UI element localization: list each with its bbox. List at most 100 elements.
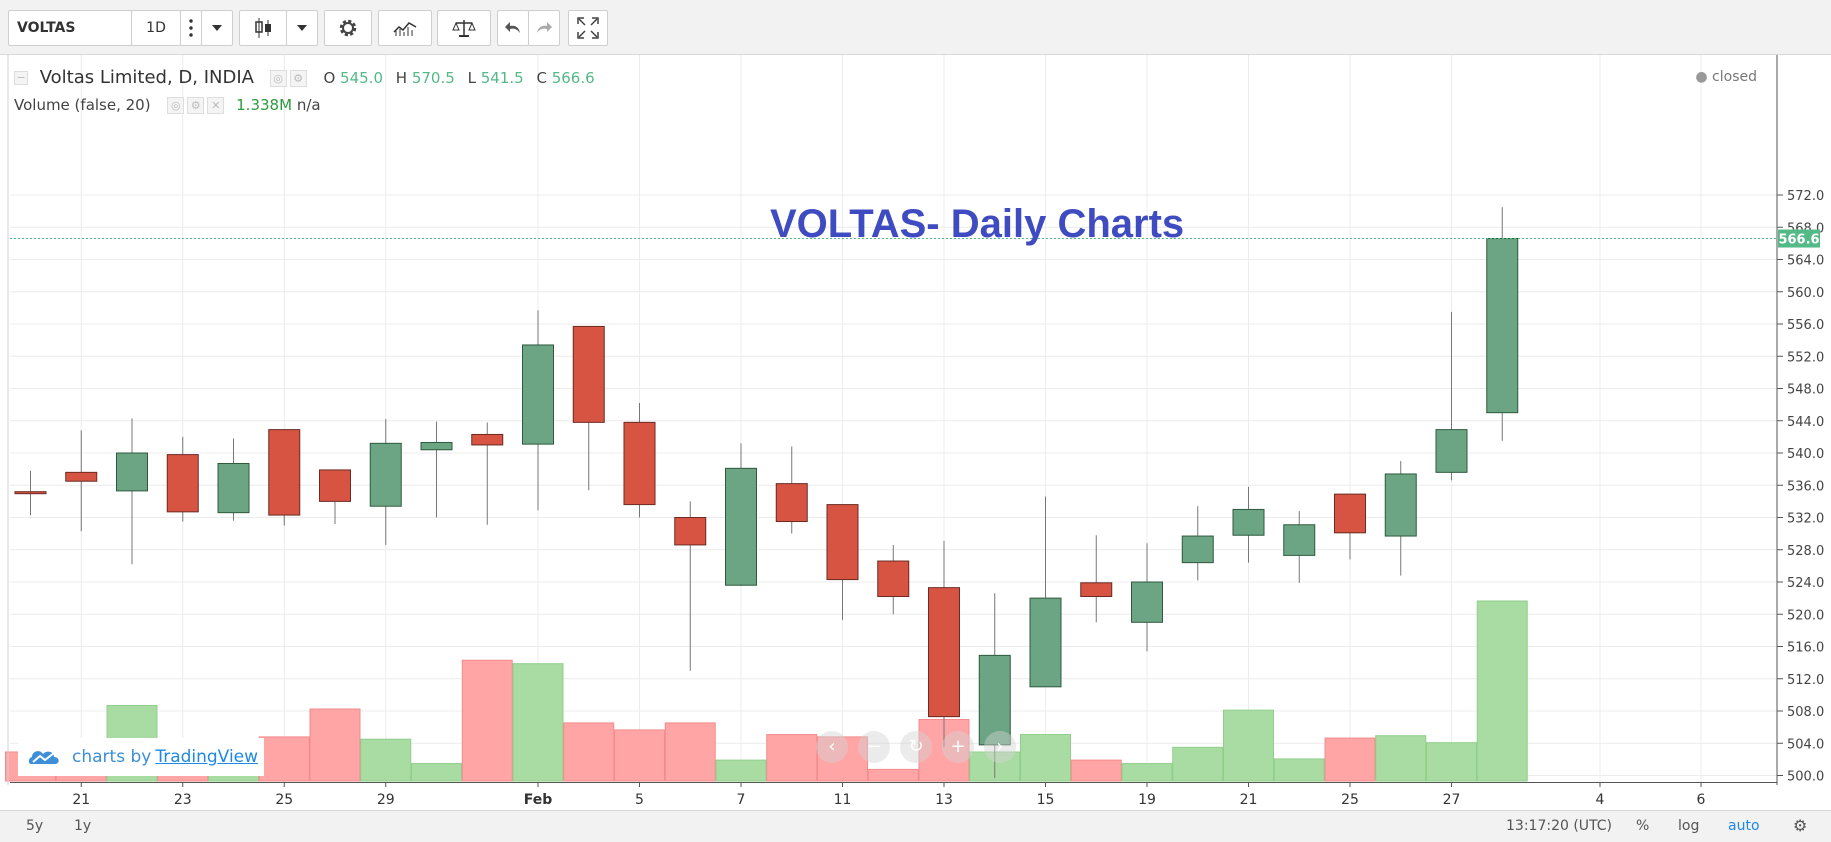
visibility-icon[interactable]: ◎	[167, 97, 185, 114]
x-tick-label: 21	[1240, 792, 1258, 808]
candles	[14, 207, 1519, 778]
y-tick-label: 548.0	[1787, 383, 1824, 398]
volume-bar	[1070, 759, 1122, 782]
chart-title: VOLTAS- Daily Charts	[770, 202, 1185, 246]
volume-bar	[614, 729, 665, 782]
chart-type-chevron-down-icon[interactable]	[286, 10, 318, 46]
zoom-in-icon[interactable]: +	[942, 731, 974, 763]
compare-icon[interactable]	[437, 10, 491, 46]
volume-bar	[1375, 735, 1427, 782]
legend-high-label: H	[395, 69, 408, 87]
y-tick-label: 532.0	[1787, 512, 1824, 527]
x-tick-label: 25	[275, 792, 293, 808]
volume-bar	[1223, 709, 1274, 782]
interval-dropdown-chevron-down-icon[interactable]	[201, 10, 233, 46]
gear-icon[interactable]: ⚙	[1793, 816, 1808, 835]
time-axis: 21 23 25 29 Feb 5 7 11 13 15 19 21 25 27 4 6	[7, 55, 1777, 808]
candle-body	[1131, 581, 1163, 623]
candle-body	[674, 517, 707, 546]
candle-body	[217, 462, 250, 514]
candle-body	[166, 454, 199, 513]
volume-bar	[1020, 734, 1071, 782]
candle-body	[1080, 582, 1113, 598]
volume-bar	[766, 734, 818, 782]
scroll-left-icon[interactable]: ‹	[816, 731, 848, 763]
last-price-badge-label: 566.6	[1778, 233, 1819, 248]
candlestick-icon[interactable]	[239, 10, 287, 46]
candle-body	[877, 560, 910, 598]
settings-mini-icon[interactable]: ⚙	[289, 69, 307, 87]
x-tick-label: 13	[935, 792, 953, 808]
range-5y-button[interactable]: 5y	[26, 818, 44, 834]
candle-body	[14, 491, 47, 495]
scroll-right-icon[interactable]: ›	[984, 731, 1016, 763]
volume-bar	[1426, 742, 1477, 782]
volume-bar	[411, 763, 462, 782]
badge-prefix: charts by	[72, 747, 152, 767]
volume-bar	[461, 659, 513, 782]
y-tick-label: 536.0	[1787, 479, 1824, 494]
more-vertical-icon[interactable]	[180, 10, 202, 46]
volume-bar	[309, 708, 361, 782]
volume-bar	[1324, 737, 1376, 782]
collapse-icon[interactable]: −	[14, 71, 28, 85]
close-icon[interactable]: ✕	[207, 97, 225, 114]
price-chart[interactable]: 500.0 504.0 508.0 512.0 516.0 520.0 524.0 528.0…	[0, 55, 1831, 810]
settings-mini-icon[interactable]: ⚙	[187, 97, 205, 114]
volume-bar	[1476, 600, 1528, 782]
y-tick-label: 528.0	[1787, 544, 1824, 559]
candle-body	[1384, 473, 1417, 537]
zoom-out-icon[interactable]: −	[858, 731, 890, 763]
interval-button[interactable]: 1D	[131, 10, 181, 46]
indicators-icon[interactable]	[378, 10, 432, 46]
percent-toggle[interactable]: %	[1636, 818, 1650, 834]
x-tick-label: Feb	[524, 792, 553, 808]
candle-body	[623, 421, 656, 506]
y-tick-label: 564.0	[1787, 254, 1824, 269]
x-tick-label: 21	[72, 792, 90, 808]
redo-icon[interactable]	[528, 10, 560, 46]
log-toggle[interactable]: log	[1678, 818, 1700, 834]
candle-body	[319, 469, 351, 502]
auto-scale-toggle[interactable]: auto	[1728, 818, 1760, 834]
volume-bar	[867, 768, 919, 782]
tradingview-logo-icon	[28, 751, 59, 764]
undo-icon[interactable]	[497, 10, 529, 46]
candle-body	[522, 344, 554, 445]
price-axis: 500.0 504.0 508.0 512.0 516.0 520.0 524.0 528.0…	[1776, 55, 1824, 785]
fullscreen-icon[interactable]	[568, 10, 608, 46]
y-tick-label: 560.0	[1787, 286, 1824, 301]
x-tick-label: 29	[377, 792, 395, 808]
x-tick-label: 25	[1341, 792, 1359, 808]
y-tick-label: 540.0	[1787, 447, 1824, 462]
legend-low-value: 541.5	[480, 69, 524, 87]
symbol-search-input[interactable]: VOLTAS	[8, 10, 132, 46]
y-tick-label: 520.0	[1787, 608, 1824, 623]
x-tick-label: 19	[1138, 792, 1156, 808]
gear-icon[interactable]	[324, 10, 372, 46]
last-price-badge	[1778, 229, 1820, 248]
legend-close-value: 566.6	[551, 69, 595, 87]
y-tick-label: 516.0	[1787, 641, 1824, 656]
legend-close-label: C	[536, 69, 547, 87]
x-tick-label: 23	[174, 792, 192, 808]
visibility-icon[interactable]: ◎	[269, 69, 287, 87]
tradingview-badge[interactable]: charts by TradingView	[18, 738, 264, 776]
candle-body	[420, 442, 453, 451]
candle-body	[928, 587, 960, 718]
candle-body	[826, 504, 859, 581]
reset-icon[interactable]: ↻	[900, 731, 932, 763]
volume-bar	[1172, 746, 1224, 782]
volume-label: Volume (false, 20)	[14, 96, 151, 114]
candle-body	[1232, 508, 1265, 536]
range-1y-button[interactable]: 1y	[74, 818, 92, 834]
x-tick-label: 7	[737, 792, 746, 808]
y-tick-label: 572.0	[1787, 189, 1824, 204]
volume-bar	[817, 736, 868, 782]
x-tick-label: 11	[834, 792, 852, 808]
candle-body	[1181, 535, 1214, 564]
x-tick-label: 27	[1443, 792, 1461, 808]
tradingview-link[interactable]: TradingView	[155, 747, 259, 767]
symbol-legend: − Voltas Limited, D, INDIA ◎ ⚙ O 545.0 H …	[14, 67, 603, 88]
clock-time: 13:17:20 (UTC)	[1506, 818, 1613, 834]
